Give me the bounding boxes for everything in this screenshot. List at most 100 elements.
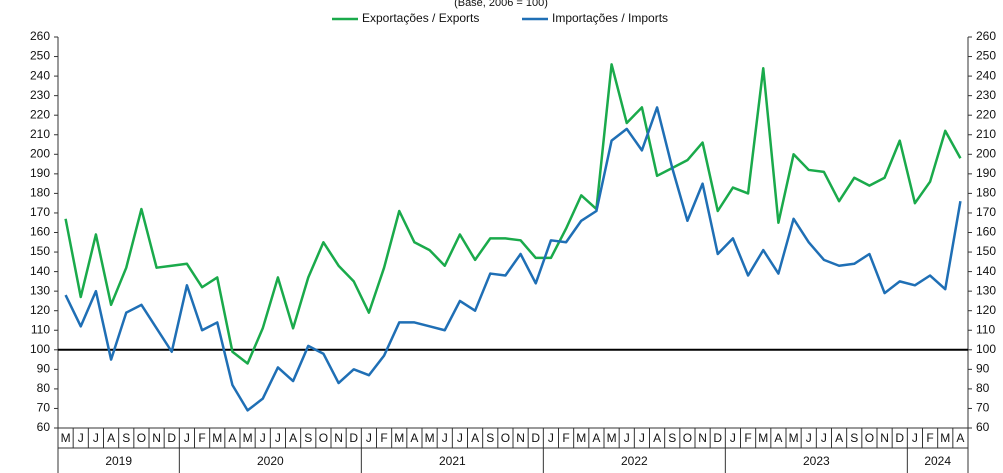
x-tick-label: N	[152, 431, 161, 445]
year-label: 2020	[257, 454, 284, 468]
x-tick-label: J	[912, 431, 918, 445]
x-tick-label: J	[184, 431, 190, 445]
series-line	[64, 106, 962, 412]
year-label: 2021	[439, 454, 466, 468]
year-label: 2023	[803, 454, 830, 468]
y2-tick-label: 80	[976, 381, 990, 395]
y2-tick-label: 200	[976, 146, 996, 160]
x-tick-label: O	[137, 431, 146, 445]
x-tick-label: F	[744, 431, 751, 445]
subtitle: (Base, 2006 = 100)	[454, 0, 548, 9]
x-tick-label: N	[334, 431, 343, 445]
y-tick-label: 250	[30, 49, 50, 63]
x-tick-label: F	[562, 431, 569, 445]
x-tick-label: S	[122, 431, 130, 445]
x-tick-label: D	[531, 431, 540, 445]
y2-tick-label: 90	[976, 362, 990, 376]
y2-tick-label: 240	[976, 68, 996, 82]
x-tick-label: F	[198, 431, 205, 445]
x-tick-label: M	[940, 431, 950, 445]
y-tick-label: 110	[31, 322, 50, 336]
y2-tick-label: 170	[976, 205, 996, 219]
x-tick-label: M	[243, 431, 253, 445]
y2-tick-label: 160	[976, 225, 996, 239]
x-tick-label: S	[304, 431, 312, 445]
x-tick-label: O	[319, 431, 328, 445]
y-tick-label: 200	[30, 146, 50, 160]
x-tick-label: D	[895, 431, 904, 445]
legend-label: Exportações / Exports	[362, 11, 479, 25]
y-tick-label: 80	[37, 381, 51, 395]
legend-label: Importações / Imports	[552, 11, 668, 25]
x-tick-label: A	[956, 431, 964, 445]
x-tick-label: M	[212, 431, 222, 445]
x-tick-label: J	[624, 431, 630, 445]
x-tick-label: A	[471, 431, 479, 445]
y2-tick-label: 230	[976, 88, 996, 102]
x-tick-label: J	[548, 431, 554, 445]
y2-tick-label: 120	[976, 303, 996, 317]
y-tick-label: 140	[30, 264, 50, 278]
y-tick-label: 90	[37, 362, 51, 376]
year-label: 2019	[105, 454, 132, 468]
x-tick-label: J	[78, 431, 84, 445]
x-tick-label: S	[486, 431, 494, 445]
y2-tick-label: 220	[976, 107, 996, 121]
x-tick-label: J	[806, 431, 812, 445]
x-tick-label: A	[289, 431, 297, 445]
y-tick-label: 240	[30, 68, 50, 82]
x-tick-label: A	[410, 431, 418, 445]
x-tick-label: A	[228, 431, 236, 445]
y2-tick-label: 110	[976, 322, 995, 336]
year-label: 2024	[924, 454, 951, 468]
year-label: 2022	[621, 454, 648, 468]
x-tick-label: J	[366, 431, 372, 445]
y2-tick-label: 210	[976, 127, 996, 141]
x-tick-label: J	[821, 431, 827, 445]
y2-tick-label: 150	[976, 244, 996, 258]
x-tick-label: J	[730, 431, 736, 445]
x-tick-label: J	[93, 431, 99, 445]
y-tick-label: 260	[30, 29, 50, 43]
y-tick-label: 70	[37, 401, 51, 415]
y2-tick-label: 260	[976, 29, 996, 43]
y2-tick-label: 190	[976, 166, 996, 180]
x-tick-label: M	[758, 431, 768, 445]
x-tick-label: O	[865, 431, 874, 445]
x-tick-label: A	[107, 431, 115, 445]
x-tick-label: F	[380, 431, 387, 445]
x-tick-label: S	[850, 431, 858, 445]
y2-tick-label: 70	[976, 401, 990, 415]
x-tick-label: F	[926, 431, 933, 445]
x-tick-label: N	[698, 431, 707, 445]
x-tick-label: J	[260, 431, 266, 445]
x-tick-label: A	[592, 431, 600, 445]
y2-tick-label: 180	[976, 186, 996, 200]
x-tick-label: N	[516, 431, 525, 445]
y-tick-label: 220	[30, 107, 50, 121]
y-tick-label: 190	[30, 166, 50, 180]
x-tick-label: A	[774, 431, 782, 445]
x-tick-label: M	[576, 431, 586, 445]
x-tick-label: D	[167, 431, 176, 445]
x-tick-label: M	[425, 431, 435, 445]
x-tick-label: J	[275, 431, 281, 445]
x-tick-label: D	[713, 431, 722, 445]
x-tick-label: J	[457, 431, 463, 445]
x-tick-label: J	[442, 431, 448, 445]
y-tick-label: 160	[30, 225, 50, 239]
y-tick-label: 180	[30, 186, 50, 200]
y-tick-label: 130	[30, 283, 50, 297]
x-tick-label: A	[835, 431, 843, 445]
y-tick-label: 230	[30, 88, 50, 102]
x-tick-label: M	[394, 431, 404, 445]
y2-tick-label: 140	[976, 264, 996, 278]
x-tick-label: A	[653, 431, 661, 445]
x-tick-label: D	[349, 431, 358, 445]
x-tick-label: M	[607, 431, 617, 445]
y-tick-label: 120	[30, 303, 50, 317]
x-tick-label: M	[789, 431, 799, 445]
x-tick-label: M	[61, 431, 71, 445]
x-tick-label: O	[683, 431, 692, 445]
